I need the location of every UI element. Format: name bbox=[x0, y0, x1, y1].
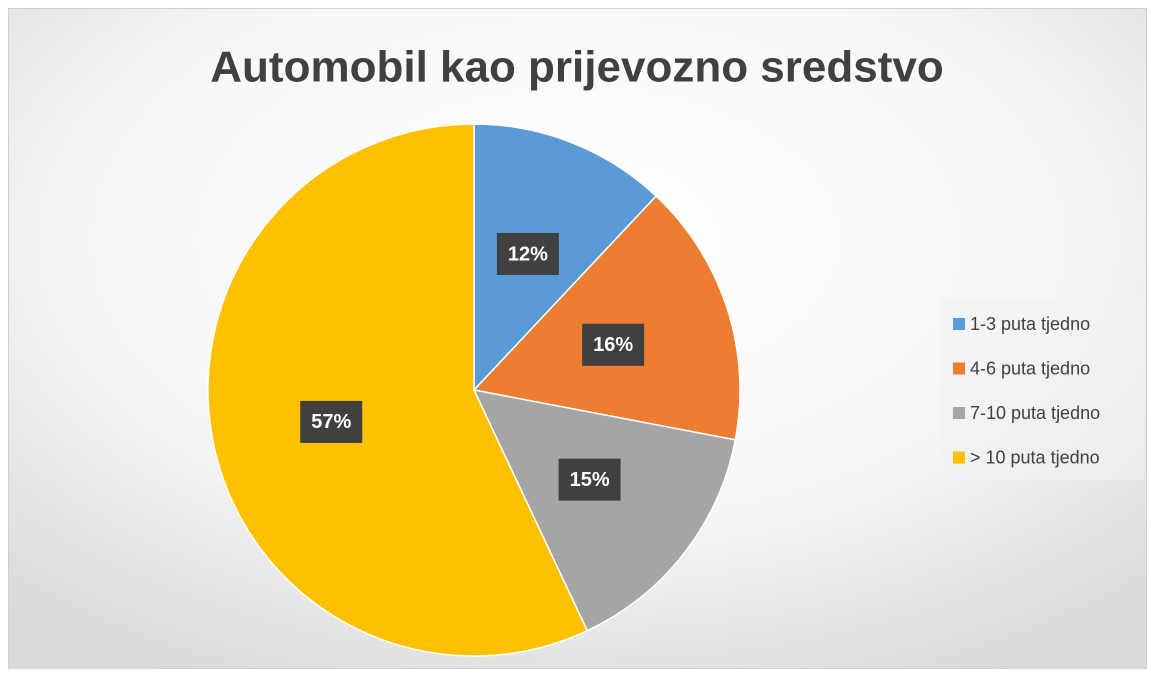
legend-label: 1-3 puta tjedno bbox=[970, 314, 1090, 334]
data-label-box bbox=[582, 323, 645, 366]
data-label-box bbox=[300, 400, 363, 443]
legend-label: 4-6 puta tjedno bbox=[970, 358, 1090, 378]
chart-title: Automobil kao prijevozno sredstvo bbox=[210, 43, 943, 92]
data-label-box bbox=[496, 232, 559, 275]
data-label: 12% bbox=[508, 243, 548, 265]
data-label: 16% bbox=[593, 334, 633, 356]
legend-box bbox=[940, 298, 1144, 480]
legend-swatch bbox=[953, 451, 965, 464]
legend-label: > 10 puta tjedno bbox=[970, 447, 1100, 467]
pie-slice bbox=[472, 388, 737, 632]
legend-label: 7-10 puta tjedno bbox=[970, 403, 1100, 423]
legend-swatch bbox=[953, 362, 965, 375]
data-label: 57% bbox=[311, 411, 351, 433]
pie-slice bbox=[472, 195, 741, 441]
data-label: 15% bbox=[570, 469, 610, 491]
legend-swatch bbox=[953, 318, 965, 330]
pie-slice bbox=[207, 123, 589, 657]
pie-slice bbox=[473, 123, 658, 392]
data-label-box bbox=[558, 458, 621, 501]
legend-swatch bbox=[953, 407, 965, 419]
